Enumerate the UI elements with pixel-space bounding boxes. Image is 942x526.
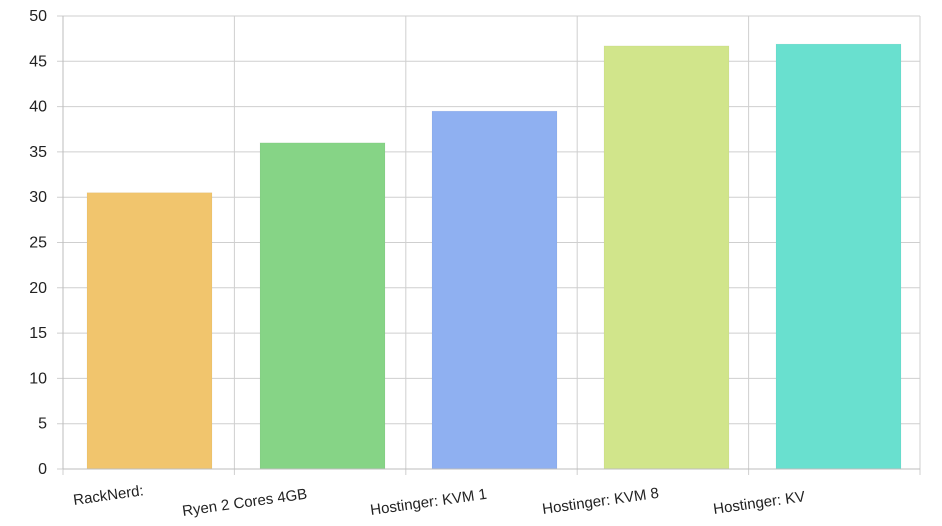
x-tick-label-1: Ryen 2 Cores 4GB xyxy=(181,486,308,520)
bar-4 xyxy=(776,44,901,469)
bar-3 xyxy=(604,45,729,469)
y-tick-label-2: 10 xyxy=(29,370,47,387)
axis-layer xyxy=(62,16,920,470)
y-tick-label-1: 5 xyxy=(38,416,47,433)
y-tick-label-10: 50 xyxy=(29,8,47,25)
bar-1 xyxy=(260,142,385,469)
bars-layer xyxy=(87,44,901,470)
bar-2 xyxy=(432,111,557,469)
y-tick-label-9: 45 xyxy=(29,53,47,70)
x-tick-label-4: Hostinger: KV xyxy=(712,488,806,518)
bar-0 xyxy=(87,192,212,470)
y-tick-label-5: 25 xyxy=(29,235,47,252)
x-tick-label-3: Hostinger: KVM 8 xyxy=(541,485,660,518)
y-tick-label-3: 15 xyxy=(29,325,47,342)
y-tick-label-4: 20 xyxy=(29,280,47,297)
x-tick-label-2: Hostinger: KVM 1 xyxy=(369,486,488,519)
y-tick-label-8: 40 xyxy=(29,99,47,116)
y-tick-label-0: 0 xyxy=(38,461,47,478)
y-tick-label-6: 30 xyxy=(29,189,47,206)
x-tick-label-0: RackNerd: xyxy=(72,482,145,509)
y-tick-label-7: 35 xyxy=(29,144,47,161)
